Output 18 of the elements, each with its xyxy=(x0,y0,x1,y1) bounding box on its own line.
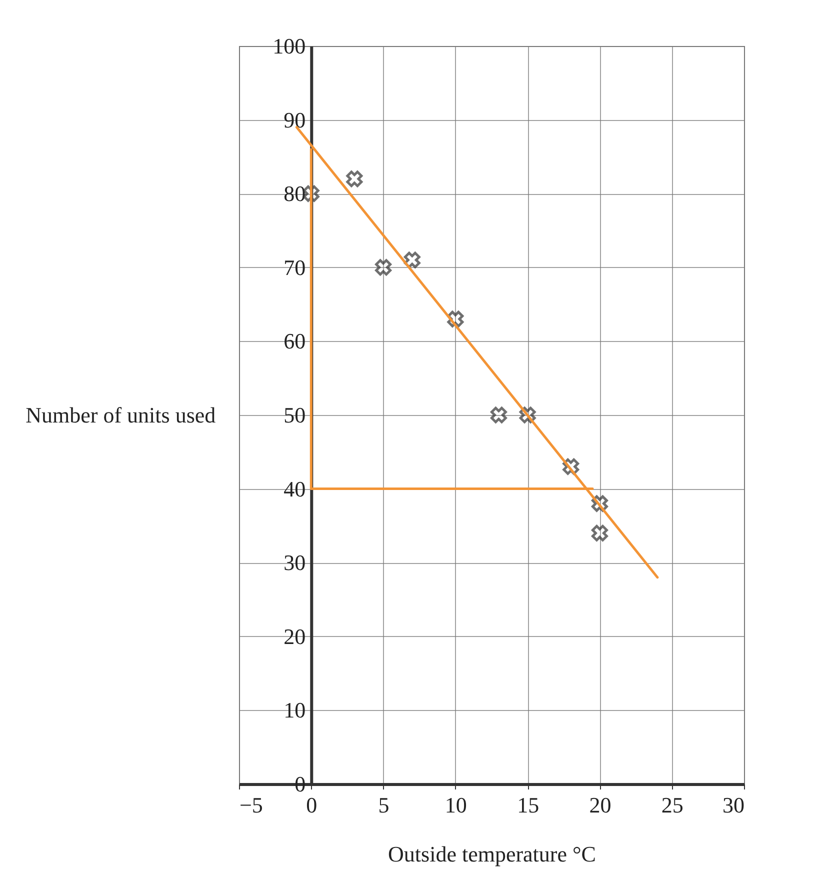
y-tick-label: 90 xyxy=(284,107,306,132)
x-tick-label: 5 xyxy=(378,792,390,818)
y-tick-label: 10 xyxy=(284,698,306,723)
x-tick-label: 25 xyxy=(661,792,684,818)
x-tick-label: 15 xyxy=(517,792,540,818)
y-axis-title: Number of units used xyxy=(26,402,216,428)
x-tick-label: 30 xyxy=(722,792,744,818)
y-tick-label: 50 xyxy=(284,402,306,428)
x-tick-label: −5 xyxy=(240,792,263,818)
x-axis-title: Outside temperature °C xyxy=(388,842,596,866)
y-tick-label: 30 xyxy=(284,550,306,576)
y-tick-label: 60 xyxy=(284,328,306,354)
y-tick-label: 70 xyxy=(284,254,306,280)
x-tick-label: 20 xyxy=(589,792,612,818)
y-tick-label: 80 xyxy=(284,181,306,206)
x-tick-label: 10 xyxy=(444,792,467,818)
y-tick-label: 40 xyxy=(284,476,306,502)
y-tick-label: 20 xyxy=(284,624,306,649)
